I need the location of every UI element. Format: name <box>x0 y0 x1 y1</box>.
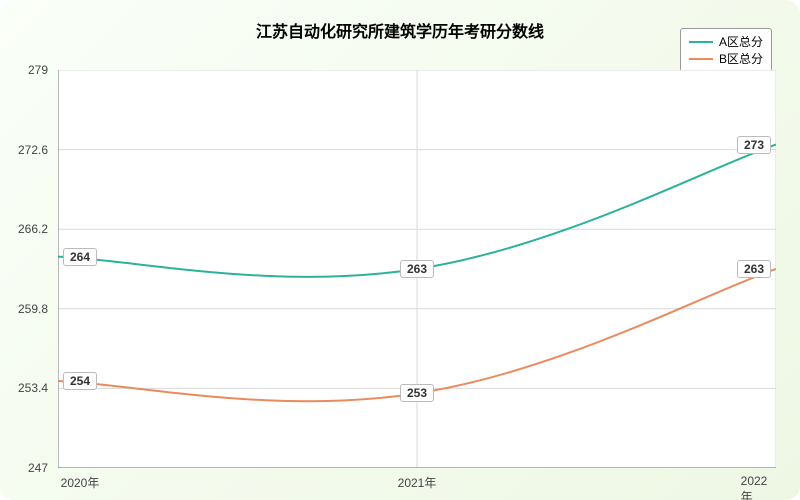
y-tick-label: 266.2 <box>0 222 48 236</box>
legend-item-a: A区总分 <box>689 33 763 50</box>
data-label: 263 <box>400 260 434 278</box>
plot-area: 247253.4259.8266.2272.62792020年2021年2022… <box>58 70 776 468</box>
x-tick-label: 2021年 <box>398 474 437 491</box>
data-label: 253 <box>400 384 434 402</box>
y-tick-label: 253.4 <box>0 381 48 395</box>
y-tick-label: 272.6 <box>0 143 48 157</box>
legend: A区总分 B区总分 <box>680 28 772 72</box>
data-label: 254 <box>63 372 97 390</box>
data-label: 264 <box>63 248 97 266</box>
legend-swatch-a <box>689 41 713 43</box>
legend-label-a: A区总分 <box>719 33 763 50</box>
x-tick-label: 2022年 <box>741 474 768 500</box>
legend-item-b: B区总分 <box>689 50 763 67</box>
data-label: 263 <box>737 260 771 278</box>
x-tick-label: 2020年 <box>61 474 100 491</box>
y-tick-label: 247 <box>0 461 48 475</box>
y-tick-label: 259.8 <box>0 302 48 316</box>
legend-label-b: B区总分 <box>719 50 763 67</box>
y-tick-label: 279 <box>0 63 48 77</box>
data-label: 273 <box>737 136 771 154</box>
chart-container: 江苏自动化研究所建筑学历年考研分数线 A区总分 B区总分 247253.4259… <box>0 0 800 500</box>
legend-swatch-b <box>689 58 713 60</box>
